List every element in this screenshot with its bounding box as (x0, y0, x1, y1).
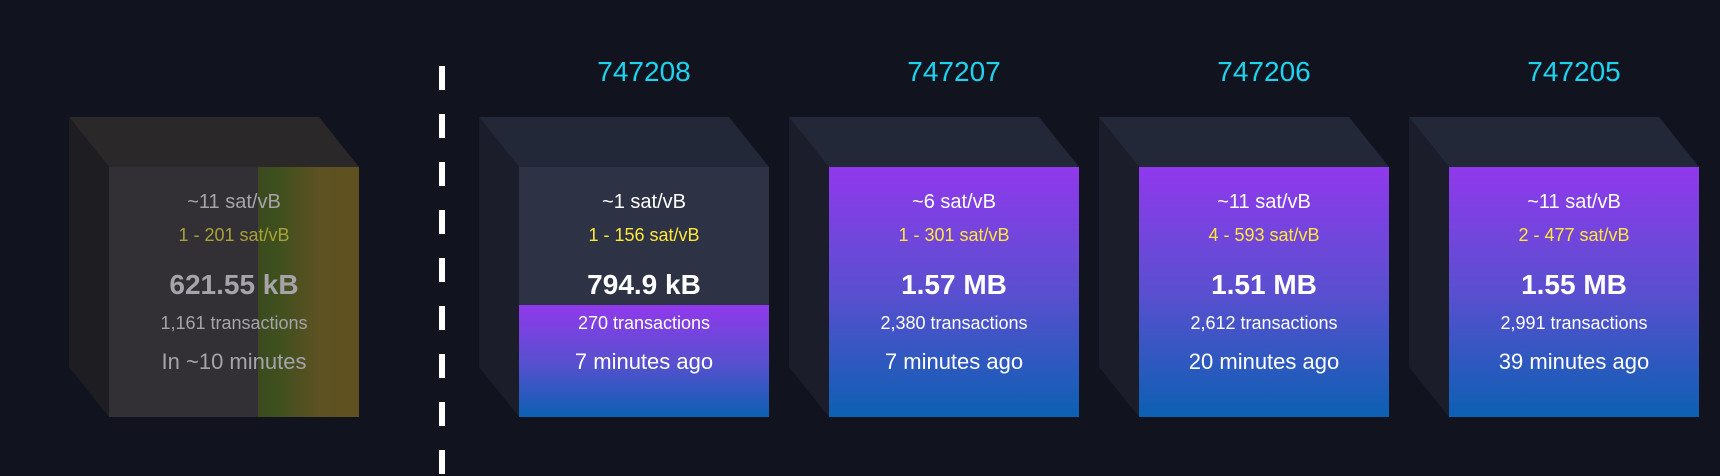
transaction-count: 2,991 transactions (1500, 313, 1648, 333)
fee-range: 2 - 477 sat/vB (1518, 225, 1630, 245)
median-fee: ~1 sat/vB (602, 191, 686, 213)
block-side-face (69, 117, 109, 417)
block-height-link[interactable]: 747208 (597, 56, 691, 87)
block-size: 1.57 MB (901, 269, 1007, 300)
median-fee: ~11 sat/vB (187, 191, 281, 213)
block-side-face (1099, 117, 1139, 417)
block-size: 794.9 kB (587, 269, 701, 300)
block-fill (1139, 167, 1389, 417)
transaction-count: 270 transactions (577, 313, 711, 333)
block-fill (829, 167, 1079, 417)
block-front-face: ~11 sat/vB 4 - 593 sat/vB 1.51 MB 2,612 … (1139, 167, 1389, 417)
transaction-count: 1,161 transactions (160, 313, 308, 333)
block-top-face (69, 117, 359, 167)
block-height-link[interactable]: 747205 (1527, 56, 1621, 87)
transaction-count: 2,380 transactions (880, 313, 1028, 333)
block-top-face (479, 117, 769, 167)
block-fill (1449, 167, 1699, 417)
fee-range: 1 - 156 sat/vB (588, 225, 700, 245)
block-front-face: ~6 sat/vB 1 - 301 sat/vB 1.57 MB 2,380 t… (829, 167, 1079, 417)
fee-range: 4 - 593 sat/vB (1208, 225, 1320, 245)
fee-range: 1 - 201 sat/vB (178, 225, 290, 245)
block-time: 20 minutes ago (1188, 349, 1340, 374)
block-side-face (1409, 117, 1449, 417)
block-front-face: ~11 sat/vB 2 - 477 sat/vB 1.55 MB 2,991 … (1449, 167, 1699, 417)
fee-range: 1 - 301 sat/vB (898, 225, 1010, 245)
median-fee: ~11 sat/vB (1527, 191, 1621, 213)
block-top-face (789, 117, 1079, 167)
block-747206[interactable]: ~11 sat/vB 4 - 593 sat/vB 1.51 MB 2,612 … (1099, 117, 1389, 417)
block-size: 1.51 MB (1211, 269, 1317, 300)
block-size: 621.55 kB (169, 269, 299, 300)
mempool-block[interactable]: ~11 sat/vB 1 - 201 sat/vB 621.55 kB 1,16… (69, 117, 359, 417)
block-747207[interactable]: ~6 sat/vB 1 - 301 sat/vB 1.57 MB 2,380 t… (789, 117, 1079, 417)
median-fee: ~11 sat/vB (1217, 191, 1311, 213)
fee-fill (258, 167, 359, 417)
eta: In ~10 minutes (161, 349, 307, 374)
block-time: 7 minutes ago (574, 349, 714, 374)
block-side-face (789, 117, 829, 417)
block-front-face: ~1 sat/vB 1 - 156 sat/vB 794.9 kB 270 tr… (519, 167, 769, 417)
block-747205[interactable]: ~11 sat/vB 2 - 477 sat/vB 1.55 MB 2,991 … (1409, 117, 1699, 417)
median-fee: ~6 sat/vB (912, 191, 996, 213)
block-747208[interactable]: ~1 sat/vB 1 - 156 sat/vB 794.9 kB 270 tr… (479, 117, 769, 417)
block-top-face (1099, 117, 1389, 167)
block-height-link[interactable]: 747207 (907, 56, 1001, 87)
block-height-link[interactable]: 747206 (1217, 56, 1311, 87)
block-side-face (479, 117, 519, 417)
block-time: 39 minutes ago (1498, 349, 1650, 374)
block-time: 7 minutes ago (884, 349, 1024, 374)
block-top-face (1409, 117, 1699, 167)
block-front-face: ~11 sat/vB 1 - 201 sat/vB 621.55 kB 1,16… (109, 167, 359, 417)
block-size: 1.55 MB (1521, 269, 1627, 300)
block-fill (519, 304, 769, 417)
mempool-divider (439, 66, 445, 476)
transaction-count: 2,612 transactions (1190, 313, 1338, 333)
